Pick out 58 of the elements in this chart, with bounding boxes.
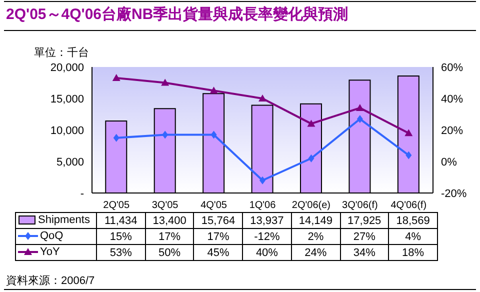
data-label: 15% [96, 228, 146, 244]
chart-title: 2Q'05～4Q'06台廠NB季出貨量與成長率變化與預測 [6, 5, 348, 24]
data-label: 53% [96, 244, 146, 260]
y2-tick-label: -20% [441, 188, 467, 200]
legend-label: YoY [39, 246, 60, 258]
y-tick-label: 5,000 [56, 156, 84, 168]
point [356, 104, 364, 111]
x-tick-label: 2Q'05 [103, 200, 130, 212]
data-label: 50% [145, 244, 194, 260]
y-tick-label: 20,000 [50, 62, 84, 74]
data-label: 18,569 [388, 212, 438, 228]
data-label: 17% [194, 228, 243, 244]
source-note: 資料來源：2006/7 [6, 274, 95, 288]
x-tick-label: 2Q'06(e) [292, 200, 331, 212]
x-tick-label: 4Q'06(f) [390, 200, 427, 212]
point [161, 78, 170, 86]
point [356, 114, 363, 123]
legend-label: QoQ [39, 230, 64, 242]
x-tick-label: 4Q'05 [200, 200, 228, 212]
point [210, 86, 218, 94]
data-label: 34% [340, 244, 389, 260]
point [404, 129, 413, 136]
x-tick-label: 3Q'05 [152, 200, 179, 212]
point [308, 154, 314, 162]
data-label: 11,434 [96, 212, 146, 228]
data-label: -12% [242, 228, 292, 244]
x-tick-label: 1Q'06 [249, 200, 276, 212]
y2-tick-label: 60% [441, 62, 464, 74]
data-label: 40% [242, 244, 292, 260]
data-label: 15,764 [194, 212, 243, 228]
y2-tick-label: 0% [441, 156, 458, 168]
data-label: 18% [388, 244, 438, 260]
point [162, 130, 168, 139]
data-label: 17% [145, 228, 194, 244]
y2-tick-label: 40% [441, 93, 464, 106]
data-label: 13,400 [145, 212, 194, 228]
point [258, 94, 266, 102]
data-label: 14,149 [291, 212, 340, 228]
data-label: 45% [194, 244, 243, 260]
point [210, 130, 217, 139]
x-tick-label: 3Q'06(f) [342, 200, 378, 212]
data-label: 24% [291, 244, 340, 260]
data-label: 27% [340, 228, 389, 244]
point [112, 74, 120, 82]
y2-tick-label: 20% [441, 124, 464, 137]
data-label: 17,925 [340, 212, 389, 228]
point [113, 134, 120, 142]
legend-label: Shipments [37, 214, 90, 226]
y-tick-label: 10,000 [50, 124, 84, 137]
data-label: 13,937 [242, 212, 292, 228]
point [307, 120, 316, 127]
data-label: 4% [388, 228, 438, 244]
data-label: 2% [291, 228, 340, 244]
y-tick-label: - [80, 188, 84, 200]
y-axis-title: 單位：千台 [34, 46, 89, 60]
point [260, 176, 266, 184]
point [406, 151, 412, 160]
y-tick-label: 15,000 [50, 93, 84, 106]
